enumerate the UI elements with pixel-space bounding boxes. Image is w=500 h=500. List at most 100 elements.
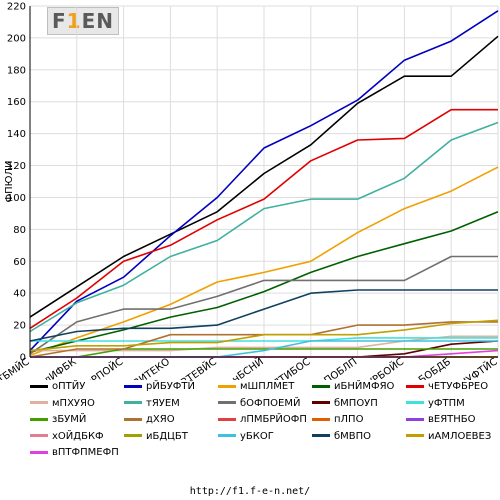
y-tick-label: 200 <box>7 33 26 44</box>
y-tick-label: 220 <box>7 2 26 13</box>
series-line <box>30 335 498 352</box>
legend-item: лПМБРЙОФП <box>218 413 307 427</box>
legend-label: уБКОГ <box>240 430 274 442</box>
logo-mark: F1EN <box>47 7 119 35</box>
legend-item: бМПОУП <box>312 397 378 411</box>
legend-swatch <box>30 434 48 437</box>
legend-label: хОЙДБКФ <box>52 430 104 442</box>
series-line <box>29 10 499 352</box>
legend-swatch <box>312 417 330 421</box>
legend-swatch <box>124 401 142 404</box>
legend-item: мШПЛМЕТ <box>218 380 294 394</box>
series-line <box>29 121 499 333</box>
series-line <box>29 35 499 318</box>
legend-label: мПХУЯО <box>52 397 95 409</box>
y-axis-label: ФПЮЛИ <box>4 161 15 203</box>
y-tick-label: 60 <box>13 257 26 268</box>
legend-swatch <box>218 434 236 437</box>
legend-label: пЛПО <box>334 414 364 425</box>
legend-item: оПТЙУ <box>30 380 85 394</box>
legend-item: вЕЯТНБО <box>406 413 476 427</box>
legend-label: иБДЦБТ <box>146 430 188 442</box>
legend-label: мШПЛМЕТ <box>240 381 295 392</box>
legend-swatch <box>124 384 142 388</box>
legend-swatch <box>218 384 236 388</box>
legend-label: вЕЯТНБО <box>428 414 476 425</box>
series-line <box>29 319 499 352</box>
legend-item: иБДЦБТ <box>124 430 188 444</box>
legend-item: вПТФПМЕФП <box>30 446 119 460</box>
legend-swatch <box>30 450 48 454</box>
y-tick-label: 0 <box>20 353 26 364</box>
legend-label: иАМЛОЕВЕЗ <box>428 430 492 442</box>
x-tick-label: нПОБЛП <box>317 356 359 380</box>
legend-item: иАМЛОЕВЕЗ <box>406 430 491 444</box>
x-tick-label: йУРБОЙС <box>359 355 406 380</box>
legend-swatch <box>312 384 330 388</box>
x-tick-label: бЧУФТЙС <box>453 355 500 380</box>
site-logo: F1EN <box>47 7 119 35</box>
legend-swatch <box>406 401 424 404</box>
x-tick-label: вВИТЕКО <box>127 356 172 380</box>
legend-swatch <box>406 417 424 421</box>
legend-item: рЙБУФТЙ <box>124 380 195 394</box>
legend-item: иБНЙМФЯО <box>312 380 394 394</box>
legend-swatch <box>30 384 48 388</box>
x-tick-label: сРПОЙС <box>84 355 125 380</box>
legend-label: бОФПОЕМЙ <box>240 397 301 409</box>
series-line <box>29 166 499 357</box>
legend-swatch <box>312 401 330 404</box>
legend-item: мПХУЯО <box>30 397 95 411</box>
y-tick-label: 120 <box>7 161 26 172</box>
legend-item: бМВПО <box>312 430 371 444</box>
legend-item: дХЯО <box>124 413 175 427</box>
footer-url[interactable]: http://f1.f-e-n.net/ <box>189 486 311 497</box>
legend-item: уФТПМ <box>406 397 465 411</box>
legend-item: бОФПОЕМЙ <box>218 397 300 411</box>
legend-label: зБУМЙ <box>52 414 87 425</box>
legend-label: уФТПМ <box>428 397 465 409</box>
series-line <box>29 255 498 355</box>
legend-label: рЙБУФТЙ <box>146 381 195 392</box>
y-tick-label: 100 <box>7 193 26 204</box>
legend-label: чЕТУФБРЕО <box>428 381 489 392</box>
x-tick-label: лБОБДБ <box>412 356 453 380</box>
legend-label: бМВПО <box>334 430 372 442</box>
series-line <box>30 337 498 342</box>
legend-item: чЕТУФБРЕО <box>406 380 488 394</box>
legend-item: пЛПО <box>312 413 363 427</box>
legend-swatch <box>30 401 48 404</box>
legend-swatch <box>124 417 142 421</box>
legend-label: лПМБРЙОФП <box>240 414 307 425</box>
legend-label: оПТЙУ <box>52 381 86 392</box>
legend-swatch <box>406 384 424 388</box>
legend-swatch <box>406 434 424 437</box>
legend-label: иБНЙМФЯО <box>334 381 395 392</box>
legend-item: уБКОГ <box>218 430 274 444</box>
x-tick-label: лИФБК <box>42 356 78 380</box>
series-line <box>29 211 499 353</box>
legend-item: тЯУЕМ <box>124 397 180 411</box>
y-tick-label: 160 <box>7 97 26 108</box>
y-tick-label: 80 <box>13 225 26 236</box>
legend-item: зБУМЙ <box>30 413 86 427</box>
x-tick-label: ьФТБМЙС <box>0 355 32 380</box>
legend-item: хОЙДБКФ <box>30 430 104 444</box>
legend-label: вПТФПМЕФП <box>52 447 119 458</box>
legend-swatch <box>30 417 48 421</box>
legend-swatch <box>218 417 236 421</box>
legend-label: тЯУЕМ <box>146 397 180 409</box>
y-tick-label: 20 <box>13 321 26 332</box>
line-chart: 0 20 40 60 80 100 120 140 160 180 200 220 ьФТБМЙС лИФ… <box>0 2 500 381</box>
legend-label: бМПОУП <box>334 397 378 409</box>
y-tick-label: 180 <box>7 65 26 76</box>
series-line <box>30 348 498 358</box>
x-tick-label: нБСНЙ <box>229 355 265 380</box>
series-line <box>29 108 498 329</box>
legend-swatch <box>124 434 142 437</box>
legend-label: дХЯО <box>146 414 175 425</box>
legend-swatch <box>312 434 330 437</box>
legend-swatch <box>218 401 236 404</box>
y-tick-label: 140 <box>7 129 26 140</box>
series-line <box>29 289 498 342</box>
